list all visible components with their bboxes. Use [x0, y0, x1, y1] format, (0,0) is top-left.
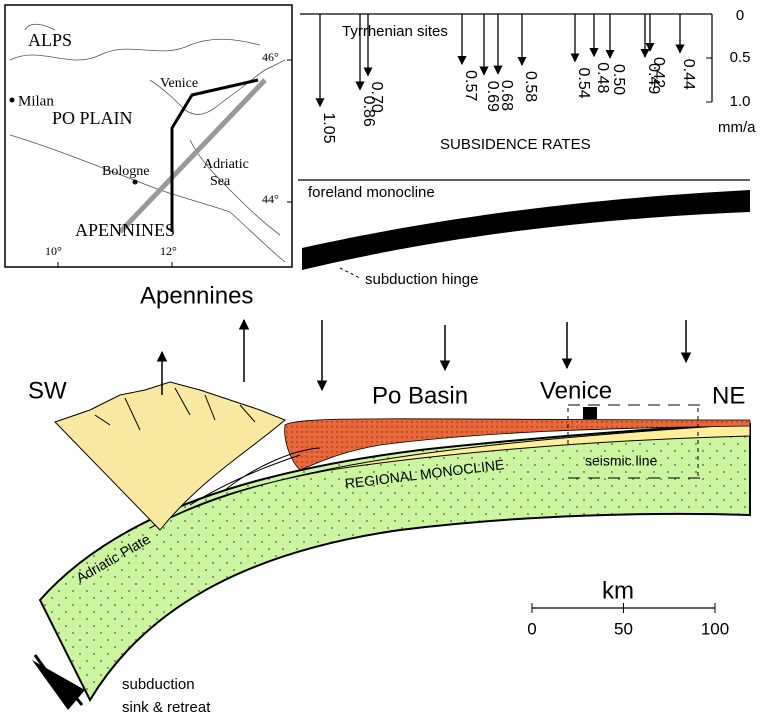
label: NE	[712, 382, 745, 409]
monocline-band	[302, 190, 750, 270]
rate-label: 0.58	[522, 71, 539, 102]
scale-bar: 0 50 100	[527, 603, 729, 638]
map-label: APENNINES	[75, 220, 175, 240]
label: Apennines	[140, 282, 253, 309]
rate-label: 0.44	[680, 59, 697, 90]
map-label: ALPS	[28, 30, 72, 50]
tick-label: 0	[736, 7, 744, 24]
label: sink & retreat	[122, 699, 211, 716]
map-label: Adriatic	[203, 157, 249, 172]
scale-tick-label: 50	[614, 619, 633, 638]
rate-label: 0.68	[498, 80, 515, 111]
map-label: PO PLAIN	[52, 108, 133, 128]
label: Venice	[540, 377, 612, 404]
rate-label: 0.54	[575, 68, 592, 99]
rate-label: 0.48	[594, 62, 611, 93]
label: SW	[28, 377, 67, 404]
axis-title: SUBSIDENCE RATES	[440, 136, 591, 153]
leader	[340, 268, 360, 278]
map-label: Bologne	[102, 164, 149, 179]
longitude-label: 10°	[45, 244, 62, 258]
label: subduction hinge	[365, 271, 478, 288]
scale-tick-label: 0	[527, 619, 536, 638]
label: seismic line	[585, 453, 658, 469]
label: Po Basin	[372, 382, 468, 409]
rate-label: 0.42	[650, 57, 667, 88]
rate-label: 0.70	[368, 82, 385, 113]
scale-tick-label: 100	[701, 619, 729, 638]
rate-label: 0.50	[610, 64, 627, 95]
scale-title: km	[602, 577, 634, 604]
unit-label: mm/a	[718, 119, 756, 136]
latitude-label: 46°	[262, 50, 279, 64]
latitude-label: 44°	[262, 192, 279, 206]
rate-label: 0.57	[462, 70, 479, 101]
map-label: Milan	[18, 93, 54, 109]
tick-label: 0.5	[730, 49, 751, 66]
label: subduction	[122, 676, 195, 693]
map-label: Sea	[210, 174, 231, 189]
figure: ALPS Milan PO PLAIN Venice Bologne Adria…	[0, 0, 765, 721]
panel-title: Tyrrhenian sites	[342, 23, 448, 40]
label: foreland monocline	[308, 184, 435, 201]
map-label: Venice	[160, 76, 198, 91]
longitude-label: 12°	[160, 244, 177, 258]
rate-label: 1.05	[320, 112, 337, 143]
tick-label: 1.0	[730, 93, 751, 110]
location-map: ALPS Milan PO PLAIN Venice Bologne Adria…	[5, 5, 292, 267]
